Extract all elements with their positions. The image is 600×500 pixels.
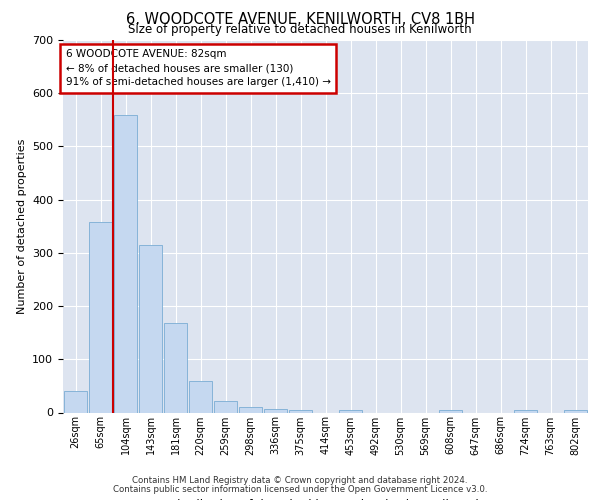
Bar: [514, 410, 538, 412]
Text: 6 WOODCOTE AVENUE: 82sqm
← 8% of detached houses are smaller (130)
91% of semi-d: 6 WOODCOTE AVENUE: 82sqm ← 8% of detache…: [65, 50, 331, 88]
Y-axis label: Number of detached properties: Number of detached properties: [17, 138, 26, 314]
Bar: [188, 380, 212, 412]
Bar: [439, 410, 463, 412]
Bar: [289, 410, 313, 412]
Text: Size of property relative to detached houses in Kenilworth: Size of property relative to detached ho…: [128, 22, 472, 36]
Text: 6, WOODCOTE AVENUE, KENILWORTH, CV8 1BH: 6, WOODCOTE AVENUE, KENILWORTH, CV8 1BH: [125, 12, 475, 28]
Bar: [563, 410, 587, 412]
Bar: [263, 409, 287, 412]
X-axis label: Distribution of detached houses by size in Kenilworth: Distribution of detached houses by size …: [168, 499, 483, 500]
Bar: [113, 114, 137, 412]
Bar: [239, 407, 262, 412]
Bar: [64, 391, 88, 412]
Text: Contains HM Land Registry data © Crown copyright and database right 2024.: Contains HM Land Registry data © Crown c…: [132, 476, 468, 485]
Text: Contains public sector information licensed under the Open Government Licence v3: Contains public sector information licen…: [113, 484, 487, 494]
Bar: [214, 401, 238, 412]
Bar: [164, 323, 187, 412]
Bar: [139, 245, 163, 412]
Bar: [89, 222, 112, 412]
Bar: [338, 410, 362, 412]
